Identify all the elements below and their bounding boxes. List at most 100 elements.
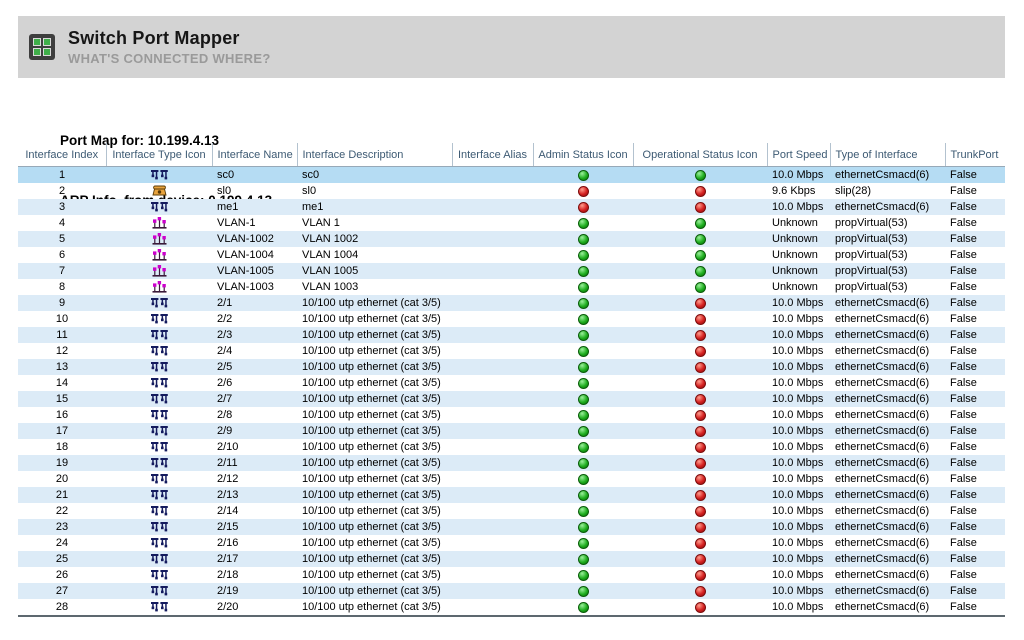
cell-description: 10/100 utp ethernet (cat 3/5) [302,553,441,565]
operational-status-cell [633,295,767,311]
table-row[interactable]: 14 2/6 10/100 utp ethernet (cat 3/5) 10.0 M… [18,375,1005,391]
table-row[interactable]: 16 2/8 10/100 utp ethernet (cat 3/5) 10.0 M… [18,407,1005,423]
interface-type-icon-cell [106,183,212,199]
table-row[interactable]: 26 2/18 10/100 utp ethernet (cat 3/5) 10.0 … [18,567,1005,583]
column-header-index[interactable]: Interface Index [18,143,107,167]
cell-alias [452,231,533,247]
table-row[interactable]: 8 VLAN-1003 VLAN 1003 Unknown propVirtual(53… [18,279,1005,295]
cell-type: ethernetCsmacd(6) [835,361,930,373]
cell-index: 13 [55,361,69,373]
table-row[interactable]: 10 2/2 10/100 utp ethernet (cat 3/5) 10.0 M… [18,311,1005,327]
table-row[interactable]: 6 VLAN-1004 VLAN 1004 Unknown propVirtual(53… [18,247,1005,263]
cell-trunk: False [950,585,977,597]
table-row[interactable]: 13 2/5 10/100 utp ethernet (cat 3/5) 10.0 M… [18,359,1005,375]
cell-description: 10/100 utp ethernet (cat 3/5) [302,489,441,501]
table-row[interactable]: 27 2/19 10/100 utp ethernet (cat 3/5) 10.0 … [18,583,1005,599]
cell-description: 10/100 utp ethernet (cat 3/5) [302,441,441,453]
cell-name: 2/7 [217,393,233,405]
interface-type-icon-cell [106,487,212,503]
ethernet-interface-icon [150,377,168,387]
table-row[interactable]: 2 sl0 sl0 9.6 Kbps slip(28) False [18,183,1005,199]
cell-alias [452,583,533,599]
cell-trunk: False [950,185,977,197]
admin-status-green-icon [577,281,589,293]
cell-alias [452,295,533,311]
operational-status-green-icon [694,169,706,181]
table-row[interactable]: 19 2/11 10/100 utp ethernet (cat 3/5) 10.0 … [18,455,1005,471]
table-row[interactable]: 3 me1 me1 10.0 Mbps ethernetCsmacd(6) False [18,199,1005,215]
column-header-alias[interactable]: Interface Alias [452,143,534,167]
cell-speed: 10.0 Mbps [772,521,824,533]
column-header-admin[interactable]: Admin Status Icon [533,143,634,167]
table-row[interactable]: 24 2/16 10/100 utp ethernet (cat 3/5) 10.0 … [18,535,1005,551]
operational-status-cell [633,471,767,487]
table-row[interactable]: 15 2/7 10/100 utp ethernet (cat 3/5) 10.0 M… [18,391,1005,407]
cell-trunk: False [950,537,977,549]
cell-trunk: False [950,361,977,373]
operational-status-cell [633,391,767,407]
cell-trunk: False [950,553,977,565]
table-row[interactable]: 22 2/14 10/100 utp ethernet (cat 3/5) 10.0 … [18,503,1005,519]
interface-type-icon-cell [106,567,212,583]
column-header-type[interactable]: Type of Interface [830,143,946,167]
table-row[interactable]: 9 2/1 10/100 utp ethernet (cat 3/5) 10.0 Mb… [18,295,1005,311]
column-header-trunk[interactable]: TrunkPort [945,143,1005,167]
admin-status-green-icon [577,265,589,277]
cell-type: slip(28) [835,185,872,197]
table-header-row: Interface Index Interface Type Icon Interf… [18,143,1005,167]
cell-alias [452,167,533,184]
table-row[interactable]: 1 sc0 sc0 10.0 Mbps ethernetCsmacd(6) False [18,166,1005,184]
table-row[interactable]: 12 2/4 10/100 utp ethernet (cat 3/5) 10.0 M… [18,343,1005,359]
table-row[interactable]: 5 VLAN-1002 VLAN 1002 Unknown propVirtual(53… [18,231,1005,247]
operational-status-red-icon [694,329,706,341]
cell-name: 2/18 [217,569,239,581]
admin-status-red-icon [577,201,589,213]
cell-description: 10/100 utp ethernet (cat 3/5) [302,505,441,517]
operational-status-cell [633,183,767,199]
cell-speed: 10.0 Mbps [772,361,824,373]
ethernet-interface-icon [150,345,168,355]
cell-name: 2/9 [217,425,233,437]
grid-square [43,38,51,46]
ethernet-interface-icon [150,473,168,483]
table-row[interactable]: 4 VLAN-1 VLAN 1 Unknown propVirtual(53) False [18,215,1005,231]
cell-speed: Unknown [772,281,818,293]
cell-name: VLAN-1003 [217,281,274,293]
column-header-oper[interactable]: Operational Status Icon [633,143,768,167]
cell-speed: 9.6 Kbps [772,185,816,197]
table-row[interactable]: 23 2/15 10/100 utp ethernet (cat 3/5) 10.0 … [18,519,1005,535]
cell-trunk: False [950,473,977,485]
cell-index: 15 [55,393,69,405]
table-row[interactable]: 20 2/12 10/100 utp ethernet (cat 3/5) 10.0 … [18,471,1005,487]
table-row[interactable]: 18 2/10 10/100 utp ethernet (cat 3/5) 10.0 … [18,439,1005,455]
table-row[interactable]: 21 2/13 10/100 utp ethernet (cat 3/5) 10.0 … [18,487,1005,503]
cell-alias [452,327,533,343]
table-row[interactable]: 25 2/17 10/100 utp ethernet (cat 3/5) 10.0 … [18,551,1005,567]
cell-name: 2/10 [217,441,239,453]
column-header-type_icon[interactable]: Interface Type Icon [106,143,213,167]
cell-trunk: False [950,233,977,245]
admin-status-cell [533,215,633,231]
table-row[interactable]: 28 2/20 10/100 utp ethernet (cat 3/5) 10.0 … [18,599,1005,616]
ethernet-interface-icon [150,601,168,611]
cell-name: VLAN-1 [217,217,256,229]
cell-speed: 10.0 Mbps [772,505,824,517]
cell-index: 1 [58,169,66,181]
admin-status-green-icon [577,297,589,309]
interface-type-icon-cell [106,359,212,375]
cell-description: sl0 [302,185,317,197]
operational-status-cell [633,247,767,263]
cell-type: ethernetCsmacd(6) [835,473,930,485]
column-header-name[interactable]: Interface Name [212,143,298,167]
table-row[interactable]: 7 VLAN-1005 VLAN 1005 Unknown propVirtual(53… [18,263,1005,279]
cell-speed: 10.0 Mbps [772,457,824,469]
cell-description: 10/100 utp ethernet (cat 3/5) [302,521,441,533]
cell-description: VLAN 1004 [302,249,359,261]
cell-alias [452,519,533,535]
cell-name: 2/14 [217,505,239,517]
column-header-speed[interactable]: Port Speed [767,143,831,167]
column-header-description[interactable]: Interface Description [297,143,453,167]
table-row[interactable]: 17 2/9 10/100 utp ethernet (cat 3/5) 10.0 M… [18,423,1005,439]
table-row[interactable]: 11 2/3 10/100 utp ethernet (cat 3/5) 10.0 M… [18,327,1005,343]
cell-trunk: False [950,601,977,613]
